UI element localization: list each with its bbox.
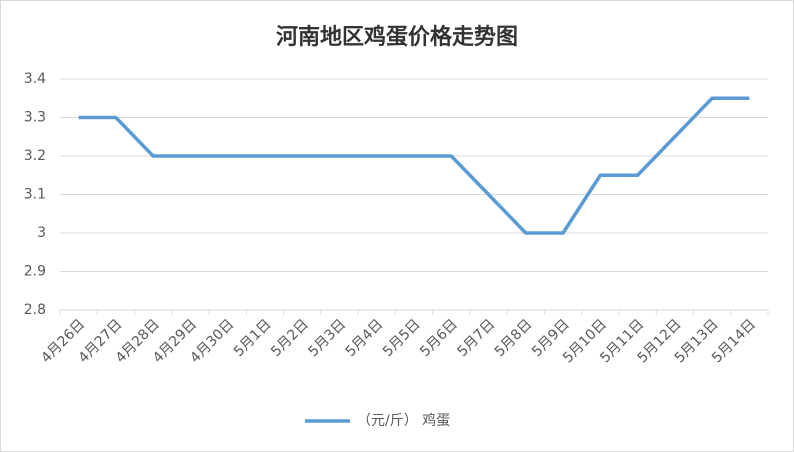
y-tick-label: 3.4 (24, 71, 46, 87)
y-tick-label: 3.1 (24, 187, 46, 203)
y-tick-label: 2.8 (24, 302, 46, 318)
y-tick-label: 2.9 (24, 264, 46, 280)
y-tick-label: 3.3 (24, 110, 46, 126)
y-tick-label: 3.2 (24, 148, 46, 164)
data-line (78, 96, 750, 235)
chart-title: 河南地区鸡蛋价格走势图 (276, 24, 518, 50)
y-tick-label: 3 (37, 225, 46, 241)
legend-label: （元/斤） 鸡蛋 (357, 412, 450, 429)
